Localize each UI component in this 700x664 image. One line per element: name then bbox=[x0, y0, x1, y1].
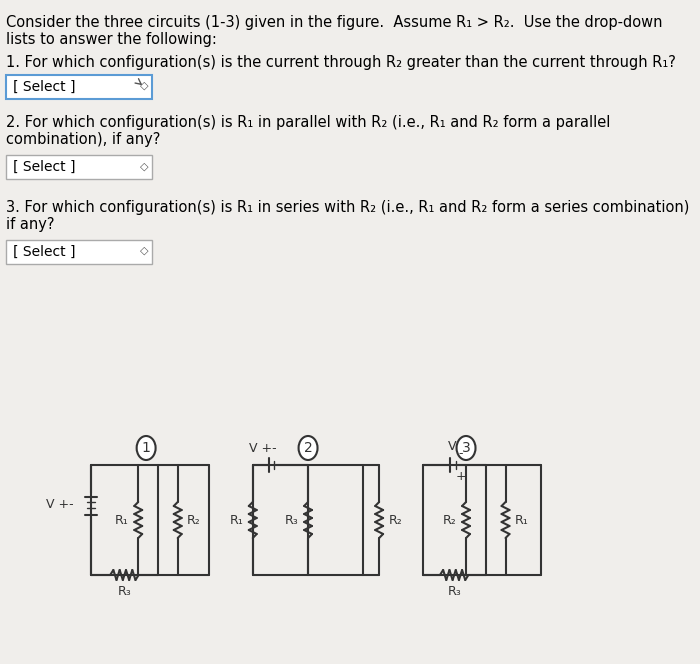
Bar bbox=[6, 155, 153, 179]
Circle shape bbox=[456, 436, 475, 460]
Text: 1: 1 bbox=[141, 441, 150, 455]
Text: R₁: R₁ bbox=[515, 513, 528, 527]
Circle shape bbox=[299, 436, 318, 460]
Bar bbox=[6, 75, 153, 99]
Text: R₃: R₃ bbox=[118, 585, 132, 598]
Text: [ Select ]: [ Select ] bbox=[13, 80, 75, 94]
Text: R₁: R₁ bbox=[115, 513, 129, 527]
Text: ◇: ◇ bbox=[140, 246, 149, 256]
Text: 3: 3 bbox=[462, 441, 470, 455]
Text: V: V bbox=[449, 440, 457, 453]
Circle shape bbox=[136, 436, 155, 460]
Text: 2. For which configuration(s) is R₁ in parallel with R₂ (i.e., R₁ and R₂ form a : 2. For which configuration(s) is R₁ in p… bbox=[6, 115, 610, 147]
Text: [ Select ]: [ Select ] bbox=[13, 160, 75, 174]
Text: -: - bbox=[458, 447, 463, 460]
Text: ◇: ◇ bbox=[140, 81, 149, 91]
Text: 1. For which configuration(s) is the current through R₂ greater than the current: 1. For which configuration(s) is the cur… bbox=[6, 55, 676, 70]
Text: R₂: R₂ bbox=[187, 513, 201, 527]
Text: 3. For which configuration(s) is R₁ in series with R₂ (i.e., R₁ and R₂ form a se: 3. For which configuration(s) is R₁ in s… bbox=[6, 200, 689, 232]
Text: ◇: ◇ bbox=[140, 162, 149, 172]
Text: V +-: V +- bbox=[249, 442, 276, 455]
Text: +: + bbox=[455, 470, 466, 483]
Text: R₃: R₃ bbox=[285, 513, 299, 527]
Text: R₂: R₂ bbox=[443, 513, 456, 527]
Text: R₂: R₂ bbox=[389, 513, 402, 527]
Text: R₃: R₃ bbox=[447, 585, 461, 598]
Text: V +-: V +- bbox=[46, 499, 74, 511]
Text: R₁: R₁ bbox=[230, 513, 244, 527]
Text: Consider the three circuits (1-3) given in the figure.  Assume R₁ > R₂.  Use the: Consider the three circuits (1-3) given … bbox=[6, 15, 663, 47]
Bar bbox=[6, 240, 153, 264]
Text: 2: 2 bbox=[304, 441, 312, 455]
Text: [ Select ]: [ Select ] bbox=[13, 245, 75, 259]
